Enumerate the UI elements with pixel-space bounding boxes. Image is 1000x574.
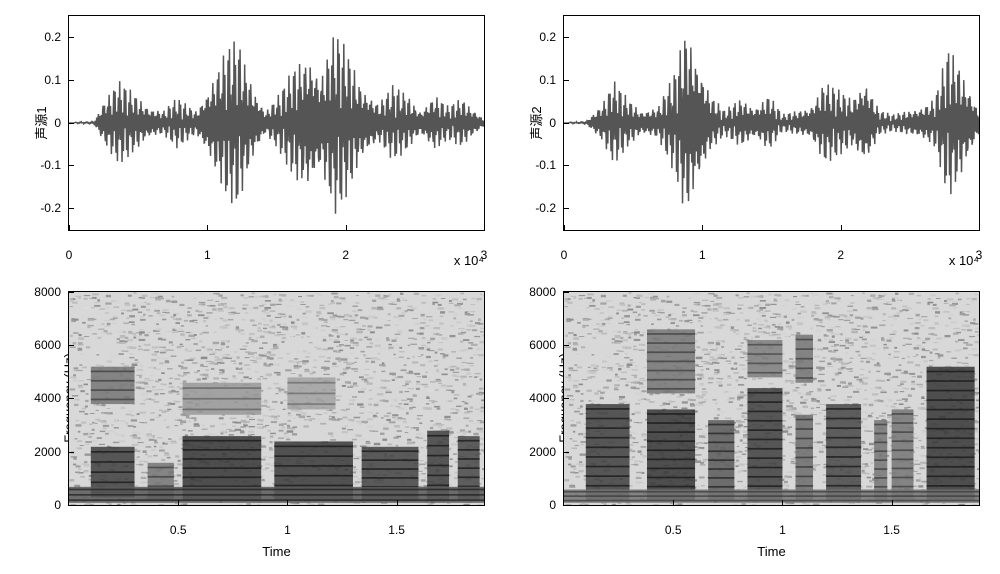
ylabel-source2: 声源2: [526, 106, 545, 139]
ytick-label: 6000: [34, 338, 61, 352]
xtick-label: 1: [699, 248, 706, 262]
xtick-label: 1: [284, 523, 291, 537]
xtick-label: 0.5: [170, 523, 187, 537]
waveform-svg-source1: [69, 16, 484, 230]
figure-grid: 声源1 -0.2-0.100.10.2 0123 x 10⁴ 声源2 -0.2-…: [0, 0, 1000, 574]
xtick-label: 1: [204, 248, 211, 262]
ytick-label: 0.2: [44, 30, 61, 44]
spectrogram-svg-1: [69, 292, 484, 506]
ytick-label: 0: [54, 116, 61, 130]
xlabel-spectro1: Time: [68, 544, 485, 559]
panel-source2-spectrogram: Frequency (Hz) 02000400060008000 0.511.5…: [515, 291, 980, 560]
xtick-label: 0: [66, 248, 73, 262]
plot-area-source1: 声源1 -0.2-0.100.10.2 0123 x 10⁴: [68, 15, 485, 231]
ytick-label: -0.1: [40, 158, 61, 172]
xtick-label: 0: [561, 248, 568, 262]
plot-area-spectro2: Frequency (Hz) 02000400060008000 0.511.5: [563, 291, 980, 507]
ytick-label: 0.1: [539, 73, 556, 87]
ylabel-source1: 声源1: [31, 106, 50, 139]
ytick-label: 0: [549, 498, 556, 512]
xtick-label: 1.5: [883, 523, 900, 537]
ytick-label: 6000: [529, 338, 556, 352]
xtick-label: 1.5: [388, 523, 405, 537]
panel-source2-waveform: 声源2 -0.2-0.100.10.2 0123 x 10⁴: [515, 15, 980, 271]
ytick-label: -0.2: [40, 201, 61, 215]
panel-source1-waveform: 声源1 -0.2-0.100.10.2 0123 x 10⁴: [20, 15, 485, 271]
xtick-label: 2: [342, 248, 349, 262]
ytick-label: 0.2: [539, 30, 556, 44]
ytick-label: 0: [549, 116, 556, 130]
xlabel-spectro2: Time: [563, 544, 980, 559]
ytick-label: 2000: [529, 445, 556, 459]
ytick-label: 2000: [34, 445, 61, 459]
waveform-svg-source2: [564, 16, 979, 230]
plot-area-source2: 声源2 -0.2-0.100.10.2 0123 x 10⁴: [563, 15, 980, 231]
xtick-label: 2: [837, 248, 844, 262]
plot-area-spectro1: Frequency (Hz) 02000400060008000 0.511.5: [68, 291, 485, 507]
ytick-label: -0.2: [535, 201, 556, 215]
ytick-label: 8000: [529, 285, 556, 299]
ytick-label: 0: [54, 498, 61, 512]
spectrogram-svg-2: [564, 292, 979, 506]
xtick-label: 1: [779, 523, 786, 537]
ytick-label: 4000: [529, 391, 556, 405]
ytick-label: -0.1: [535, 158, 556, 172]
x-exponent-source2: x 10⁴: [949, 253, 979, 268]
xtick-label: 0.5: [665, 523, 682, 537]
ytick-label: 4000: [34, 391, 61, 405]
ytick-label: 0.1: [44, 73, 61, 87]
x-exponent-source1: x 10⁴: [454, 253, 484, 268]
panel-source1-spectrogram: Frequency (Hz) 02000400060008000 0.511.5…: [20, 291, 485, 560]
ytick-label: 8000: [34, 285, 61, 299]
